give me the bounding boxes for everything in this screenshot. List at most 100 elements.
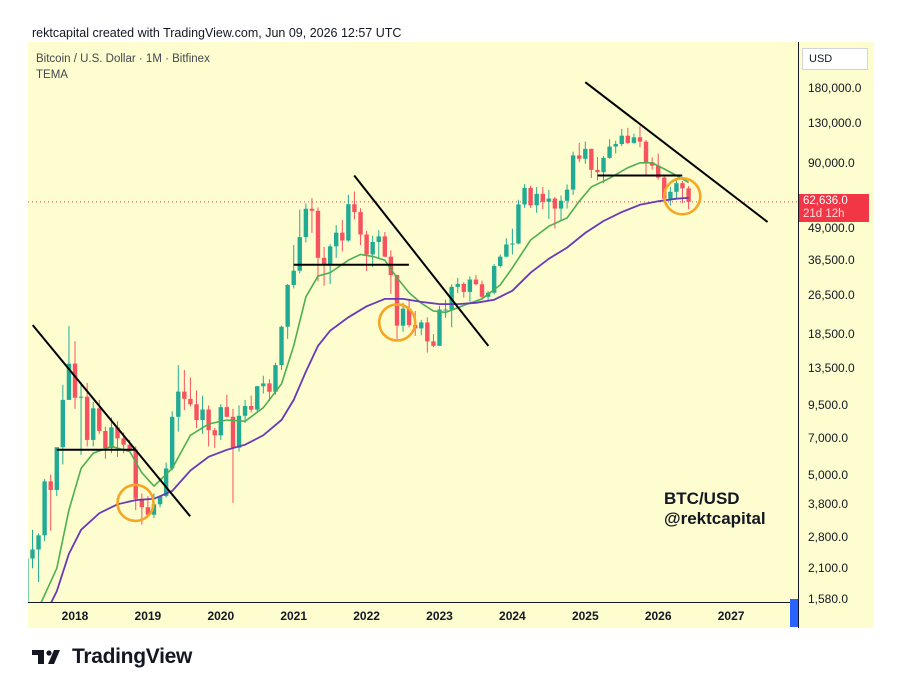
candle[interactable] bbox=[400, 302, 406, 332]
candle[interactable] bbox=[546, 189, 552, 219]
trendline[interactable] bbox=[584, 81, 769, 223]
candle[interactable] bbox=[28, 543, 29, 602]
tema-fast-line[interactable] bbox=[39, 162, 689, 602]
candle[interactable] bbox=[528, 185, 533, 208]
candle[interactable] bbox=[309, 198, 315, 233]
tema-slow-line[interactable] bbox=[28, 197, 689, 602]
candle[interactable] bbox=[176, 365, 181, 432]
candle[interactable] bbox=[510, 228, 515, 255]
candle[interactable] bbox=[291, 245, 296, 289]
candle[interactable] bbox=[91, 402, 96, 447]
candle[interactable] bbox=[534, 187, 539, 213]
candle[interactable] bbox=[686, 186, 691, 210]
candle[interactable] bbox=[449, 284, 454, 328]
candle[interactable] bbox=[455, 277, 460, 294]
candle[interactable] bbox=[425, 317, 430, 353]
candle[interactable] bbox=[394, 274, 400, 339]
candle[interactable] bbox=[48, 474, 53, 531]
candle[interactable] bbox=[103, 426, 108, 459]
candle[interactable] bbox=[516, 199, 521, 245]
candle[interactable] bbox=[267, 379, 272, 401]
candle[interactable] bbox=[589, 148, 594, 178]
trendline[interactable] bbox=[31, 324, 191, 517]
candle[interactable] bbox=[406, 300, 412, 328]
time-axis[interactable] bbox=[28, 602, 798, 628]
candle[interactable] bbox=[388, 250, 394, 294]
candle[interactable] bbox=[188, 377, 193, 407]
candle[interactable] bbox=[242, 399, 248, 423]
candle[interactable] bbox=[340, 220, 345, 252]
candle[interactable] bbox=[461, 282, 466, 298]
candle[interactable] bbox=[668, 186, 673, 206]
candle[interactable] bbox=[419, 319, 424, 336]
candle[interactable] bbox=[680, 181, 685, 204]
candle[interactable] bbox=[619, 128, 624, 147]
highlight-circle[interactable] bbox=[377, 303, 417, 342]
highlight-circle[interactable] bbox=[116, 483, 155, 523]
candle[interactable] bbox=[315, 207, 321, 282]
candle[interactable] bbox=[230, 408, 236, 503]
candle[interactable] bbox=[194, 390, 199, 429]
candle[interactable] bbox=[60, 384, 66, 465]
candle[interactable] bbox=[297, 209, 302, 274]
candle[interactable] bbox=[84, 382, 90, 447]
candle[interactable] bbox=[182, 369, 187, 411]
candle[interactable] bbox=[255, 385, 260, 413]
candle[interactable] bbox=[595, 156, 600, 181]
candle[interactable] bbox=[224, 394, 230, 418]
candle[interactable] bbox=[206, 405, 211, 447]
candle[interactable] bbox=[358, 208, 363, 246]
price-axis[interactable] bbox=[798, 42, 874, 628]
candle[interactable] bbox=[625, 127, 631, 144]
candle[interactable] bbox=[352, 191, 357, 220]
candle[interactable] bbox=[643, 139, 649, 175]
candle[interactable] bbox=[42, 479, 47, 542]
candle[interactable] bbox=[212, 428, 217, 449]
candle[interactable] bbox=[334, 225, 339, 258]
candle[interactable] bbox=[473, 275, 479, 286]
candle[interactable] bbox=[303, 203, 309, 243]
candle[interactable] bbox=[163, 462, 169, 498]
candle[interactable] bbox=[382, 231, 388, 257]
chart-frame[interactable]: Bitcoin / U.S. Dollar · 1M · Bitfinex TE… bbox=[28, 42, 874, 628]
candle[interactable] bbox=[36, 533, 41, 582]
candle[interactable] bbox=[504, 238, 509, 257]
candle[interactable] bbox=[285, 283, 290, 339]
price-chart[interactable] bbox=[28, 42, 798, 602]
candle[interactable] bbox=[674, 180, 679, 198]
tradingview-brand[interactable]: TradingView bbox=[32, 645, 192, 669]
candle[interactable] bbox=[479, 280, 485, 300]
plot-area[interactable] bbox=[28, 42, 798, 602]
candle[interactable] bbox=[607, 139, 612, 159]
candle[interactable] bbox=[236, 405, 242, 452]
candle[interactable] bbox=[583, 141, 588, 164]
candle[interactable] bbox=[522, 184, 527, 208]
candle[interactable] bbox=[279, 325, 284, 370]
candle[interactable] bbox=[577, 142, 582, 163]
candle[interactable] bbox=[78, 382, 84, 456]
highlight-circle[interactable] bbox=[662, 176, 702, 216]
candle[interactable] bbox=[601, 156, 606, 184]
candle[interactable] bbox=[169, 411, 175, 471]
candle[interactable] bbox=[613, 140, 618, 154]
candle[interactable] bbox=[558, 195, 564, 221]
candle[interactable] bbox=[631, 133, 637, 144]
candle[interactable] bbox=[564, 184, 570, 209]
time-range-marker[interactable] bbox=[790, 599, 798, 627]
candle[interactable] bbox=[54, 447, 59, 497]
candle[interactable] bbox=[437, 305, 442, 346]
candle[interactable] bbox=[443, 299, 448, 318]
candle[interactable] bbox=[273, 362, 278, 395]
candle[interactable] bbox=[261, 375, 266, 394]
candle[interactable] bbox=[321, 246, 327, 286]
candle[interactable] bbox=[248, 395, 254, 413]
trendline[interactable] bbox=[353, 174, 490, 347]
currency-selector[interactable]: USD bbox=[802, 48, 868, 70]
candle[interactable] bbox=[30, 529, 35, 569]
candle[interactable] bbox=[540, 187, 545, 210]
candle[interactable] bbox=[431, 334, 436, 348]
candle[interactable] bbox=[498, 254, 503, 268]
candle[interactable] bbox=[370, 235, 375, 267]
candle[interactable] bbox=[66, 326, 72, 400]
candle[interactable] bbox=[376, 230, 381, 259]
